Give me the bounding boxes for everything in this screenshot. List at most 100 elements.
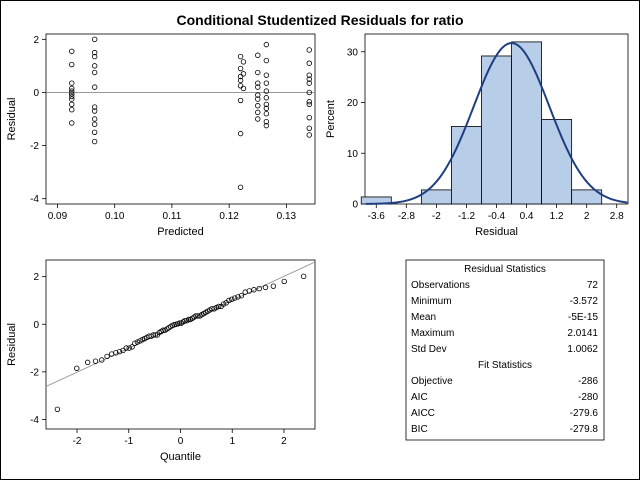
- qq-point: [232, 295, 238, 301]
- qq-point: [54, 406, 61, 412]
- stat-value: 1.0062: [567, 344, 598, 355]
- residual-point: [255, 69, 261, 76]
- qq-point: [104, 353, 110, 360]
- residual-point: [306, 99, 312, 105]
- residual-point: [91, 138, 98, 145]
- qq-point: [74, 365, 80, 372]
- qq-point: [226, 297, 232, 304]
- y-tick-label: -4: [30, 415, 39, 426]
- qq-point: [129, 344, 135, 350]
- residual-point: [69, 91, 75, 97]
- residual-point: [263, 118, 270, 125]
- x-axis-label: Residual: [475, 226, 518, 238]
- residual-point: [91, 129, 98, 135]
- residual-point: [255, 96, 261, 102]
- residual-point: [306, 47, 312, 53]
- residual-point: [240, 85, 247, 92]
- qq-point: [262, 284, 269, 291]
- residual-point: [306, 125, 312, 131]
- y-axis-label: Residual: [6, 98, 18, 141]
- residual-point: [91, 84, 98, 90]
- residual-point: [237, 53, 244, 60]
- stat-value: -286: [578, 376, 598, 387]
- residual-point: [69, 101, 75, 108]
- residual-point: [237, 184, 244, 190]
- qq-point: [256, 285, 262, 292]
- stat-value: -3.572: [570, 296, 599, 307]
- residual-point: [255, 80, 261, 86]
- residual-point: [91, 36, 98, 43]
- x-tick-label: -2: [73, 436, 82, 447]
- residual-point: [237, 83, 244, 89]
- residual-statistics-header: Residual Statistics: [464, 264, 546, 275]
- x-axis-label: Predicted: [157, 226, 203, 238]
- y-tick-label: 0: [33, 320, 39, 331]
- residual-point: [255, 103, 261, 109]
- stat-value: 2.0141: [567, 328, 598, 339]
- x-tick-label: -2: [432, 211, 441, 222]
- x-tick-label: 0.10: [105, 211, 125, 222]
- plot-frame: [45, 259, 316, 430]
- qq-point: [229, 296, 235, 302]
- x-tick-label: 2: [584, 211, 590, 222]
- qq-point: [235, 294, 241, 300]
- qq-point: [176, 320, 183, 326]
- stat-label: Std Dev: [411, 344, 447, 355]
- y-tick-label: 0: [33, 88, 39, 99]
- x-tick-label: 0: [178, 436, 184, 447]
- residual-point: [306, 72, 312, 78]
- x-tick-label: -1: [124, 436, 133, 447]
- residual-point: [255, 116, 261, 122]
- qq-point: [185, 316, 192, 323]
- residual-point: [255, 92, 261, 98]
- residual-point: [263, 57, 270, 64]
- residual-point: [255, 84, 261, 90]
- qq-point: [216, 303, 222, 310]
- x-tick-label: 1.2: [550, 211, 564, 222]
- stat-value: -280: [578, 392, 598, 403]
- x-tick-label: 0.4: [520, 211, 534, 222]
- residual-point: [240, 71, 247, 77]
- x-axis-label: Quantile: [160, 451, 201, 463]
- stat-label: Mean: [411, 312, 436, 323]
- residual-point: [306, 132, 312, 138]
- normal-density-curve: [365, 42, 628, 205]
- qq-point: [193, 313, 199, 319]
- qq-point: [99, 357, 105, 363]
- y-axis-label: Residual: [6, 323, 18, 366]
- residual-vs-predicted-panel: 0.09 0.10 0.11 0.12 0.13 -4 -2 0 2 Predicted Resid…: [6, 33, 316, 238]
- residual-point: [255, 52, 261, 58]
- stat-label: Maximum: [411, 328, 454, 339]
- residual-point: [69, 93, 75, 100]
- x-tick-label: 2.8: [610, 211, 624, 222]
- x-tick-label: -0.4: [488, 211, 506, 222]
- stat-label: Objective: [411, 376, 453, 387]
- qq-point: [84, 359, 91, 366]
- stat-label: AICC: [411, 408, 435, 419]
- stat-label: AIC: [411, 392, 428, 403]
- residual-point: [69, 88, 75, 94]
- stat-value: -279.6: [570, 408, 599, 419]
- residual-point: [91, 49, 98, 56]
- y-axis-label: Percent: [325, 100, 337, 138]
- residual-point: [263, 122, 270, 129]
- qq-point: [134, 339, 141, 345]
- x-tick-label: 1: [229, 436, 235, 447]
- residual-histogram-panel: -3.6 -2.8 -2 -1.2 -0.4 0.4 1.2 2 2.8 0 10 20 30 Resid…: [325, 33, 629, 238]
- residual-point: [263, 110, 270, 117]
- residual-point: [91, 69, 98, 76]
- y-tick-label: 2: [33, 272, 39, 283]
- stat-label: Minimum: [411, 296, 452, 307]
- residual-point: [263, 88, 270, 94]
- residual-point: [263, 95, 270, 101]
- residual-point: [69, 120, 75, 126]
- qq-point: [160, 327, 166, 333]
- qq-point: [152, 332, 159, 338]
- residual-qq-panel: -2 -1 0 1 2 -4 -2 0 2 Quantile Residual: [6, 259, 316, 463]
- residual-point: [237, 73, 244, 80]
- qq-point: [92, 358, 99, 364]
- qq-point: [251, 287, 257, 293]
- histogram-bar: [481, 55, 512, 205]
- residual-point: [69, 107, 75, 113]
